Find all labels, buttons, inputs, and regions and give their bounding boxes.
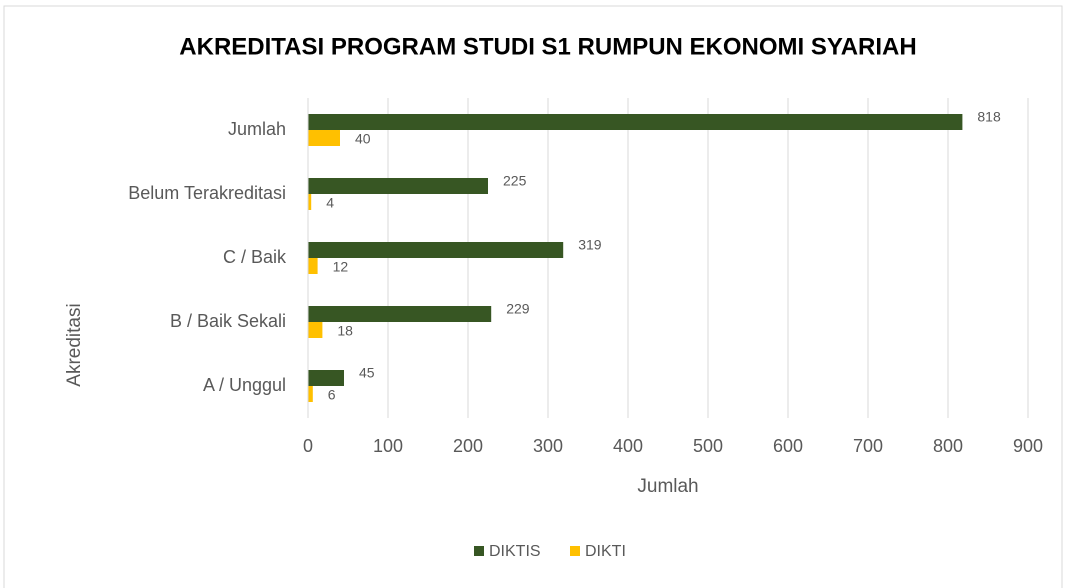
x-tick-label: 600: [773, 436, 803, 456]
data-label: 6: [328, 387, 336, 403]
data-label: 12: [333, 259, 349, 275]
x-axis-label: Jumlah: [637, 476, 698, 497]
x-tick-label: 700: [853, 436, 883, 456]
data-label: 18: [337, 323, 353, 339]
y-tick-label: Jumlah: [228, 119, 286, 139]
y-tick-label: C / Baik: [223, 247, 287, 267]
bar: [308, 114, 963, 130]
x-tick-label: 800: [933, 436, 963, 456]
y-tick-label: B / Baik Sekali: [170, 311, 286, 331]
bar: [308, 306, 492, 322]
bar: [308, 258, 318, 274]
x-tick-label: 200: [453, 436, 483, 456]
y-tick-label: A / Unggul: [203, 375, 286, 395]
bar: [308, 322, 323, 338]
bar: [308, 178, 488, 194]
x-tick-label: 100: [373, 436, 403, 456]
legend-swatch: [474, 546, 484, 556]
bar: [308, 242, 564, 258]
data-label: 40: [355, 131, 371, 147]
chart-frame: [3, 5, 1063, 588]
bar: [308, 130, 340, 146]
data-label: 319: [578, 237, 602, 253]
data-label: 4: [326, 195, 334, 211]
x-tick-label: 0: [303, 436, 313, 456]
x-tick-label: 500: [693, 436, 723, 456]
legend-swatch: [570, 546, 580, 556]
bar: [308, 194, 312, 210]
data-label: 229: [506, 301, 530, 317]
legend-label: DIKTI: [585, 543, 626, 560]
x-tick-label: 900: [1013, 436, 1043, 456]
y-tick-label: Belum Terakreditasi: [128, 183, 286, 203]
chart-title: AKREDITASI PROGRAM STUDI S1 RUMPUN EKONO…: [179, 33, 916, 60]
data-label: 225: [503, 173, 527, 189]
bar: [308, 370, 344, 386]
y-axis-label: Akreditasi: [64, 303, 85, 386]
data-label: 818: [977, 109, 1001, 125]
bar: [308, 386, 313, 402]
legend-label: DIKTIS: [489, 543, 541, 560]
data-label: 45: [359, 365, 375, 381]
x-tick-label: 400: [613, 436, 643, 456]
x-tick-label: 300: [533, 436, 563, 456]
